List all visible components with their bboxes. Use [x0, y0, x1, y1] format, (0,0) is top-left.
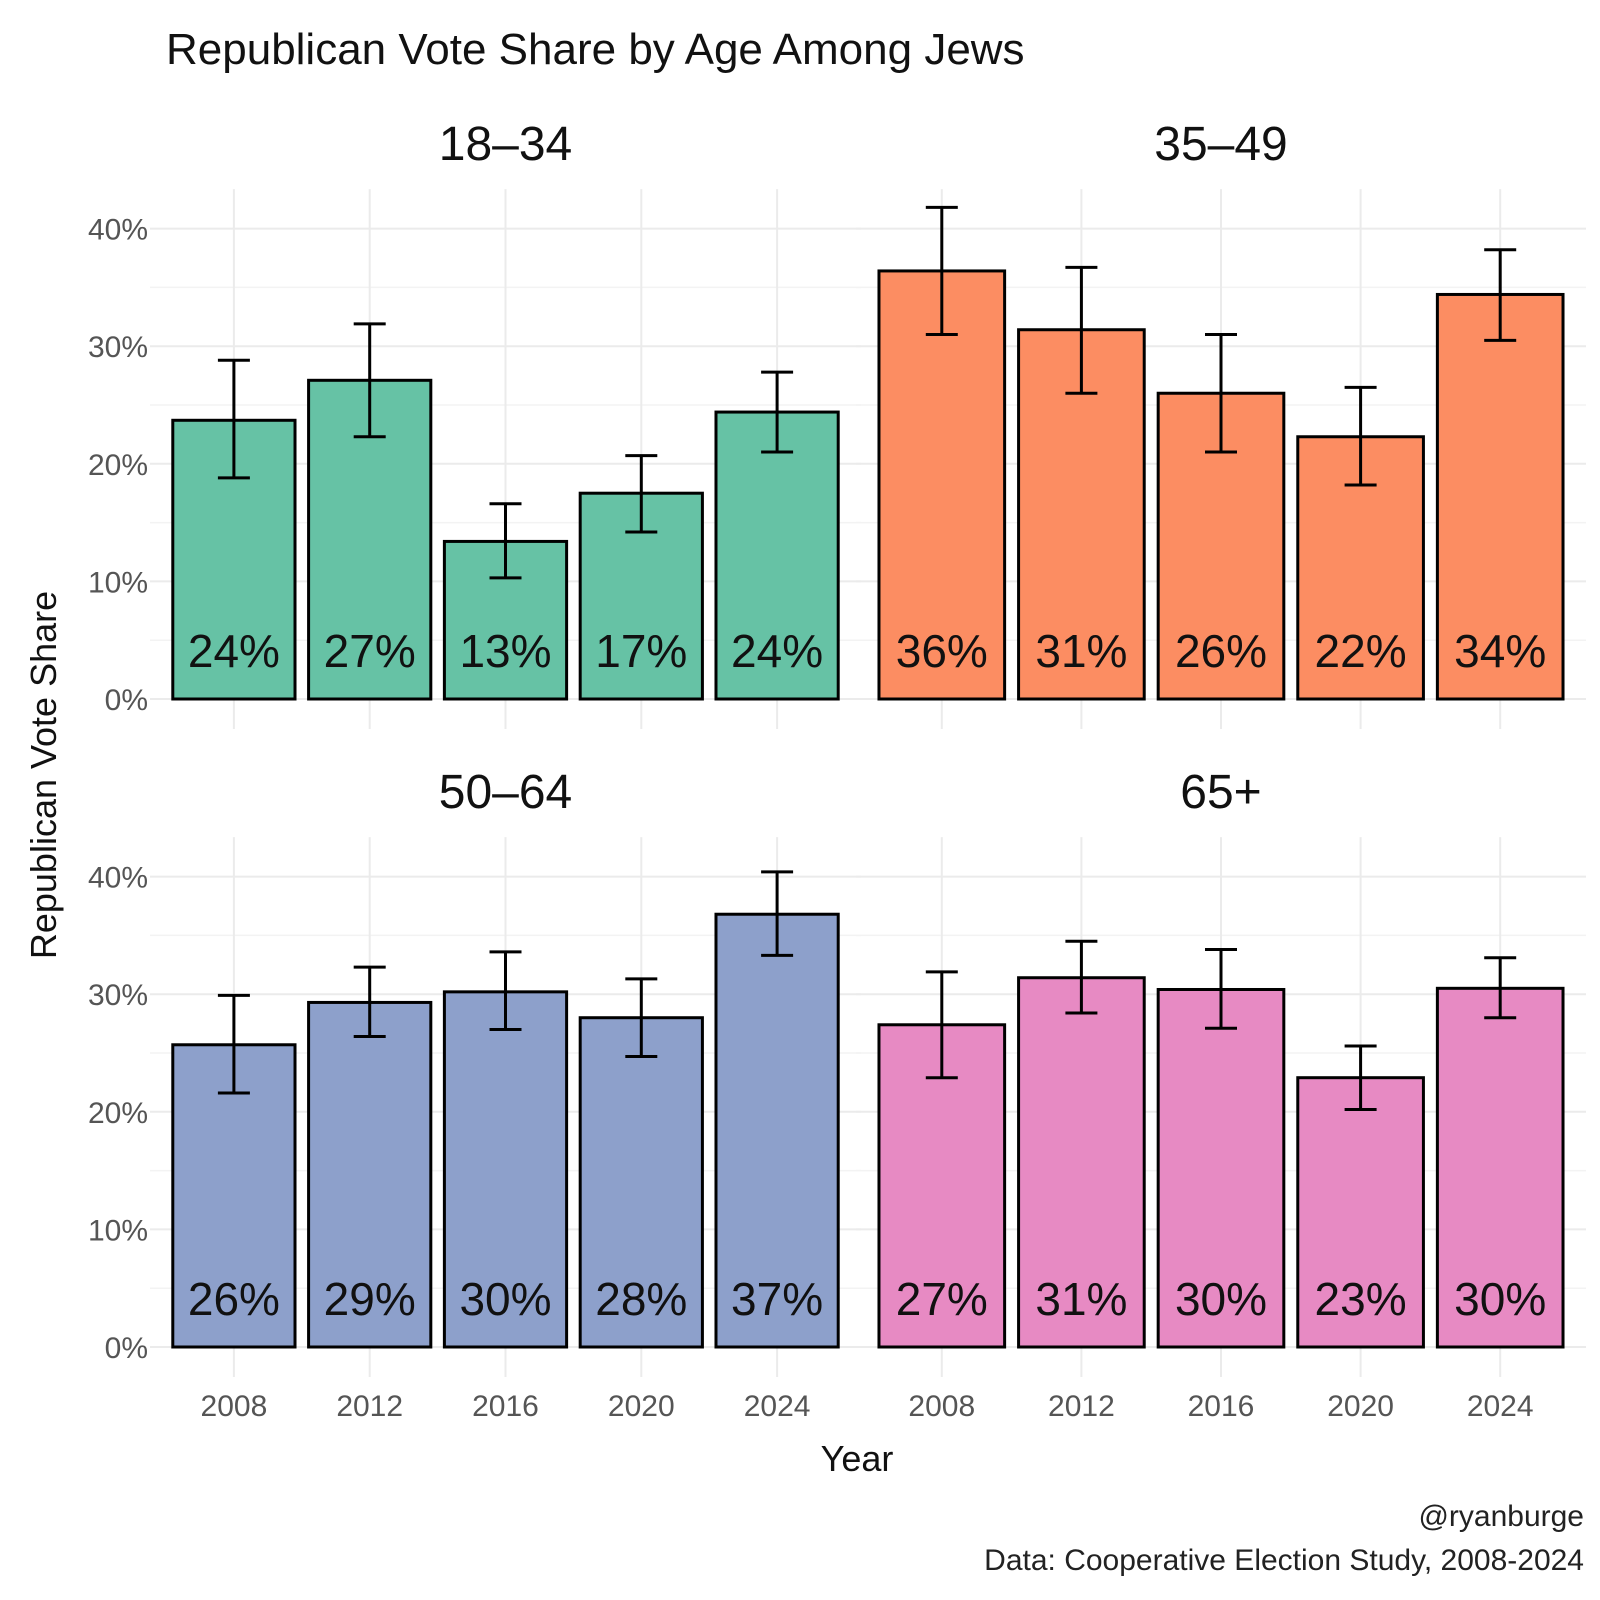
bar-value-label: 17% [595, 625, 687, 677]
bar [714, 410, 840, 701]
x-tick-label: 2008 [201, 1390, 268, 1423]
bar [1296, 1076, 1425, 1349]
facet-panel: 0% 10% 20% 30% 40% 50–64 26% 2008 29% 2012 30% 2016… [88, 766, 861, 1423]
y-tick-label: 10% [88, 1214, 148, 1247]
bar [1017, 976, 1146, 1349]
bar [1156, 987, 1286, 1349]
x-axis-title: Year [821, 1438, 894, 1479]
facet-title: 50–64 [439, 766, 572, 819]
chart-title: Republican Vote Share by Age Among Jews [166, 25, 1025, 74]
bar-value-label: 31% [1035, 625, 1127, 677]
bar-value-label: 13% [459, 625, 551, 677]
y-tick-label: 30% [88, 979, 148, 1012]
facet-panel: 65+ 27% 2008 31% 2012 30% 2016 23% 2020 30% 2024 [856, 766, 1586, 1423]
caption-handle: @ryanburge [1418, 1500, 1584, 1533]
caption-source: Data: Cooperative Election Study, 2008-2… [984, 1544, 1584, 1577]
bar [307, 1000, 433, 1349]
x-tick-label: 2016 [1188, 1390, 1255, 1423]
bar-value-label: 24% [731, 625, 823, 677]
x-tick-label: 2024 [1467, 1390, 1534, 1423]
facet-panel: 0% 10% 20% 30% 40% 18–34 24% 27% 13% 17% 24% [88, 118, 861, 729]
facet-title: 18–34 [439, 118, 572, 171]
bar-value-label: 24% [188, 625, 280, 677]
y-tick-label: 10% [88, 566, 148, 599]
bar-value-label: 36% [896, 625, 988, 677]
bar-value-label: 30% [1175, 1273, 1267, 1325]
y-tick-label: 30% [88, 331, 148, 364]
x-tick-label: 2024 [744, 1390, 811, 1423]
bar-value-label: 30% [1454, 1273, 1546, 1325]
x-tick-label: 2012 [1048, 1390, 1115, 1423]
x-tick-label: 2020 [608, 1390, 675, 1423]
bar [1435, 986, 1565, 1349]
bar-value-label: 27% [896, 1273, 988, 1325]
bar-value-label: 34% [1454, 625, 1546, 677]
y-tick-label: 20% [88, 449, 148, 482]
bar-value-label: 30% [459, 1273, 551, 1325]
bar-value-label: 22% [1315, 625, 1407, 677]
bar-value-label: 26% [1175, 625, 1267, 677]
x-tick-label: 2012 [336, 1390, 403, 1423]
bar-value-label: 31% [1035, 1273, 1127, 1325]
bar [1435, 292, 1565, 701]
bar [877, 269, 1007, 701]
bar-value-label: 37% [731, 1273, 823, 1325]
x-tick-label: 2016 [472, 1390, 539, 1423]
bar-value-label: 23% [1315, 1273, 1407, 1325]
bar-value-label: 28% [595, 1273, 687, 1325]
y-tick-label: 0% [105, 684, 148, 717]
facet-title: 35–49 [1154, 118, 1287, 171]
x-tick-label: 2020 [1327, 1390, 1394, 1423]
facet-panel: 35–49 36% 31% 26% 22% 34% [856, 118, 1586, 729]
facet-title: 65+ [1180, 766, 1261, 819]
bar [578, 1016, 704, 1349]
y-axis-title: Republican Vote Share [23, 591, 64, 959]
bar-value-label: 29% [324, 1273, 416, 1325]
bar-value-label: 26% [188, 1273, 280, 1325]
y-tick-label: 0% [105, 1332, 148, 1365]
y-tick-label: 40% [88, 214, 148, 247]
x-tick-label: 2008 [908, 1390, 975, 1423]
y-tick-label: 20% [88, 1097, 148, 1130]
y-tick-label: 40% [88, 862, 148, 895]
bar-value-label: 27% [324, 625, 416, 677]
